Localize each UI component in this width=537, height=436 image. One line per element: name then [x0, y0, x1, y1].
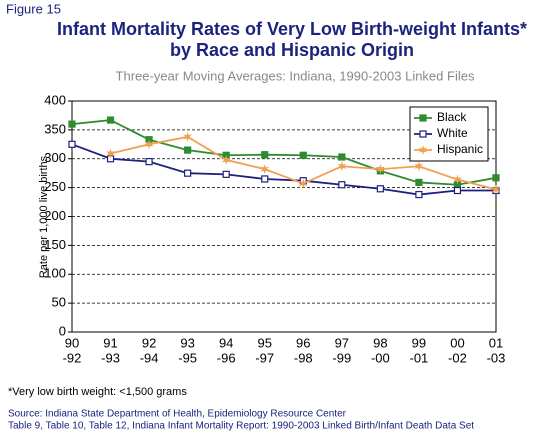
- chart-title: by Race and Hispanic Origin: [170, 40, 414, 60]
- y-tick-label: 250: [44, 179, 66, 194]
- marker: [68, 120, 76, 128]
- x-tick-label: 94: [219, 335, 233, 350]
- y-tick-label: 200: [44, 208, 66, 223]
- chart-subtitle: Three-year Moving Averages: Indiana, 199…: [116, 68, 475, 83]
- marker: [376, 185, 384, 193]
- y-tick-label: 50: [52, 295, 66, 310]
- marker: [419, 114, 427, 122]
- marker: [145, 158, 153, 166]
- marker: [414, 161, 424, 172]
- x-tick-label: 98: [373, 335, 387, 350]
- x-tick-label: -03: [487, 350, 506, 365]
- legend-label: Black: [437, 110, 467, 124]
- y-tick-label: 400: [44, 92, 66, 107]
- y-tick-label: 150: [44, 237, 66, 252]
- x-tick-label: 91: [103, 335, 117, 350]
- marker: [261, 175, 269, 183]
- source: Source: Indiana State Department of Heal…: [8, 409, 347, 420]
- x-tick-label: 93: [180, 335, 194, 350]
- x-tick-label: 90: [65, 335, 79, 350]
- marker: [419, 130, 427, 138]
- chart-title: Infant Mortality Rates of Very Low Birth…: [57, 19, 527, 39]
- x-tick-label: -02: [448, 350, 467, 365]
- marker: [418, 145, 428, 155]
- marker: [338, 181, 346, 189]
- marker: [144, 139, 154, 150]
- marker: [183, 131, 192, 142]
- series-line: [71, 119, 497, 186]
- marker: [184, 169, 192, 177]
- x-tick-label: 01: [489, 335, 503, 350]
- x-tick-label: -94: [140, 350, 159, 365]
- marker: [260, 164, 270, 175]
- marker: [221, 154, 231, 165]
- marker: [453, 174, 462, 185]
- marker: [492, 174, 500, 182]
- x-tick-label: -92: [63, 350, 82, 365]
- marker: [491, 184, 501, 195]
- marker: [106, 148, 115, 159]
- marker: [453, 186, 462, 195]
- marker: [415, 190, 423, 199]
- source: Table 9, Table 10, Table 12, Indiana Inf…: [8, 421, 474, 432]
- marker: [376, 164, 385, 175]
- marker: [184, 146, 192, 154]
- x-tick-label: 00: [450, 335, 464, 350]
- x-tick-label: 92: [142, 335, 156, 350]
- marker: [222, 170, 230, 178]
- legend-label: Hispanic: [437, 142, 483, 156]
- marker: [338, 153, 346, 161]
- x-tick-label: 97: [335, 335, 349, 350]
- footnote: *Very low birth weight: <1,500 grams: [8, 386, 187, 398]
- x-tick-label: -93: [101, 350, 120, 365]
- marker: [261, 151, 269, 159]
- y-axis-label: Rate per 1,000 live births: [38, 155, 50, 278]
- marker: [106, 116, 115, 124]
- legend-label: White: [437, 126, 468, 140]
- marker: [68, 140, 76, 148]
- x-tick-label: -01: [410, 350, 429, 365]
- y-tick-label: 100: [44, 266, 66, 281]
- y-tick-label: 300: [44, 150, 66, 165]
- y-tick-label: 350: [44, 121, 66, 136]
- x-tick-label: 96: [296, 335, 310, 350]
- series-line: [71, 143, 496, 196]
- y-tick-label: 0: [59, 323, 66, 338]
- x-tick-label: -98: [294, 350, 313, 365]
- x-tick-label: -96: [217, 350, 236, 365]
- figure-label: Figure 15: [6, 1, 61, 16]
- marker: [298, 178, 308, 189]
- x-tick-label: -97: [255, 350, 274, 365]
- x-tick-label: 99: [412, 335, 426, 350]
- x-tick-label: -95: [178, 350, 197, 365]
- marker: [415, 178, 423, 187]
- marker: [337, 161, 347, 172]
- x-tick-label: 95: [257, 335, 271, 350]
- marker: [299, 151, 307, 159]
- x-tick-label: -99: [332, 350, 351, 365]
- x-tick-label: -00: [371, 350, 390, 365]
